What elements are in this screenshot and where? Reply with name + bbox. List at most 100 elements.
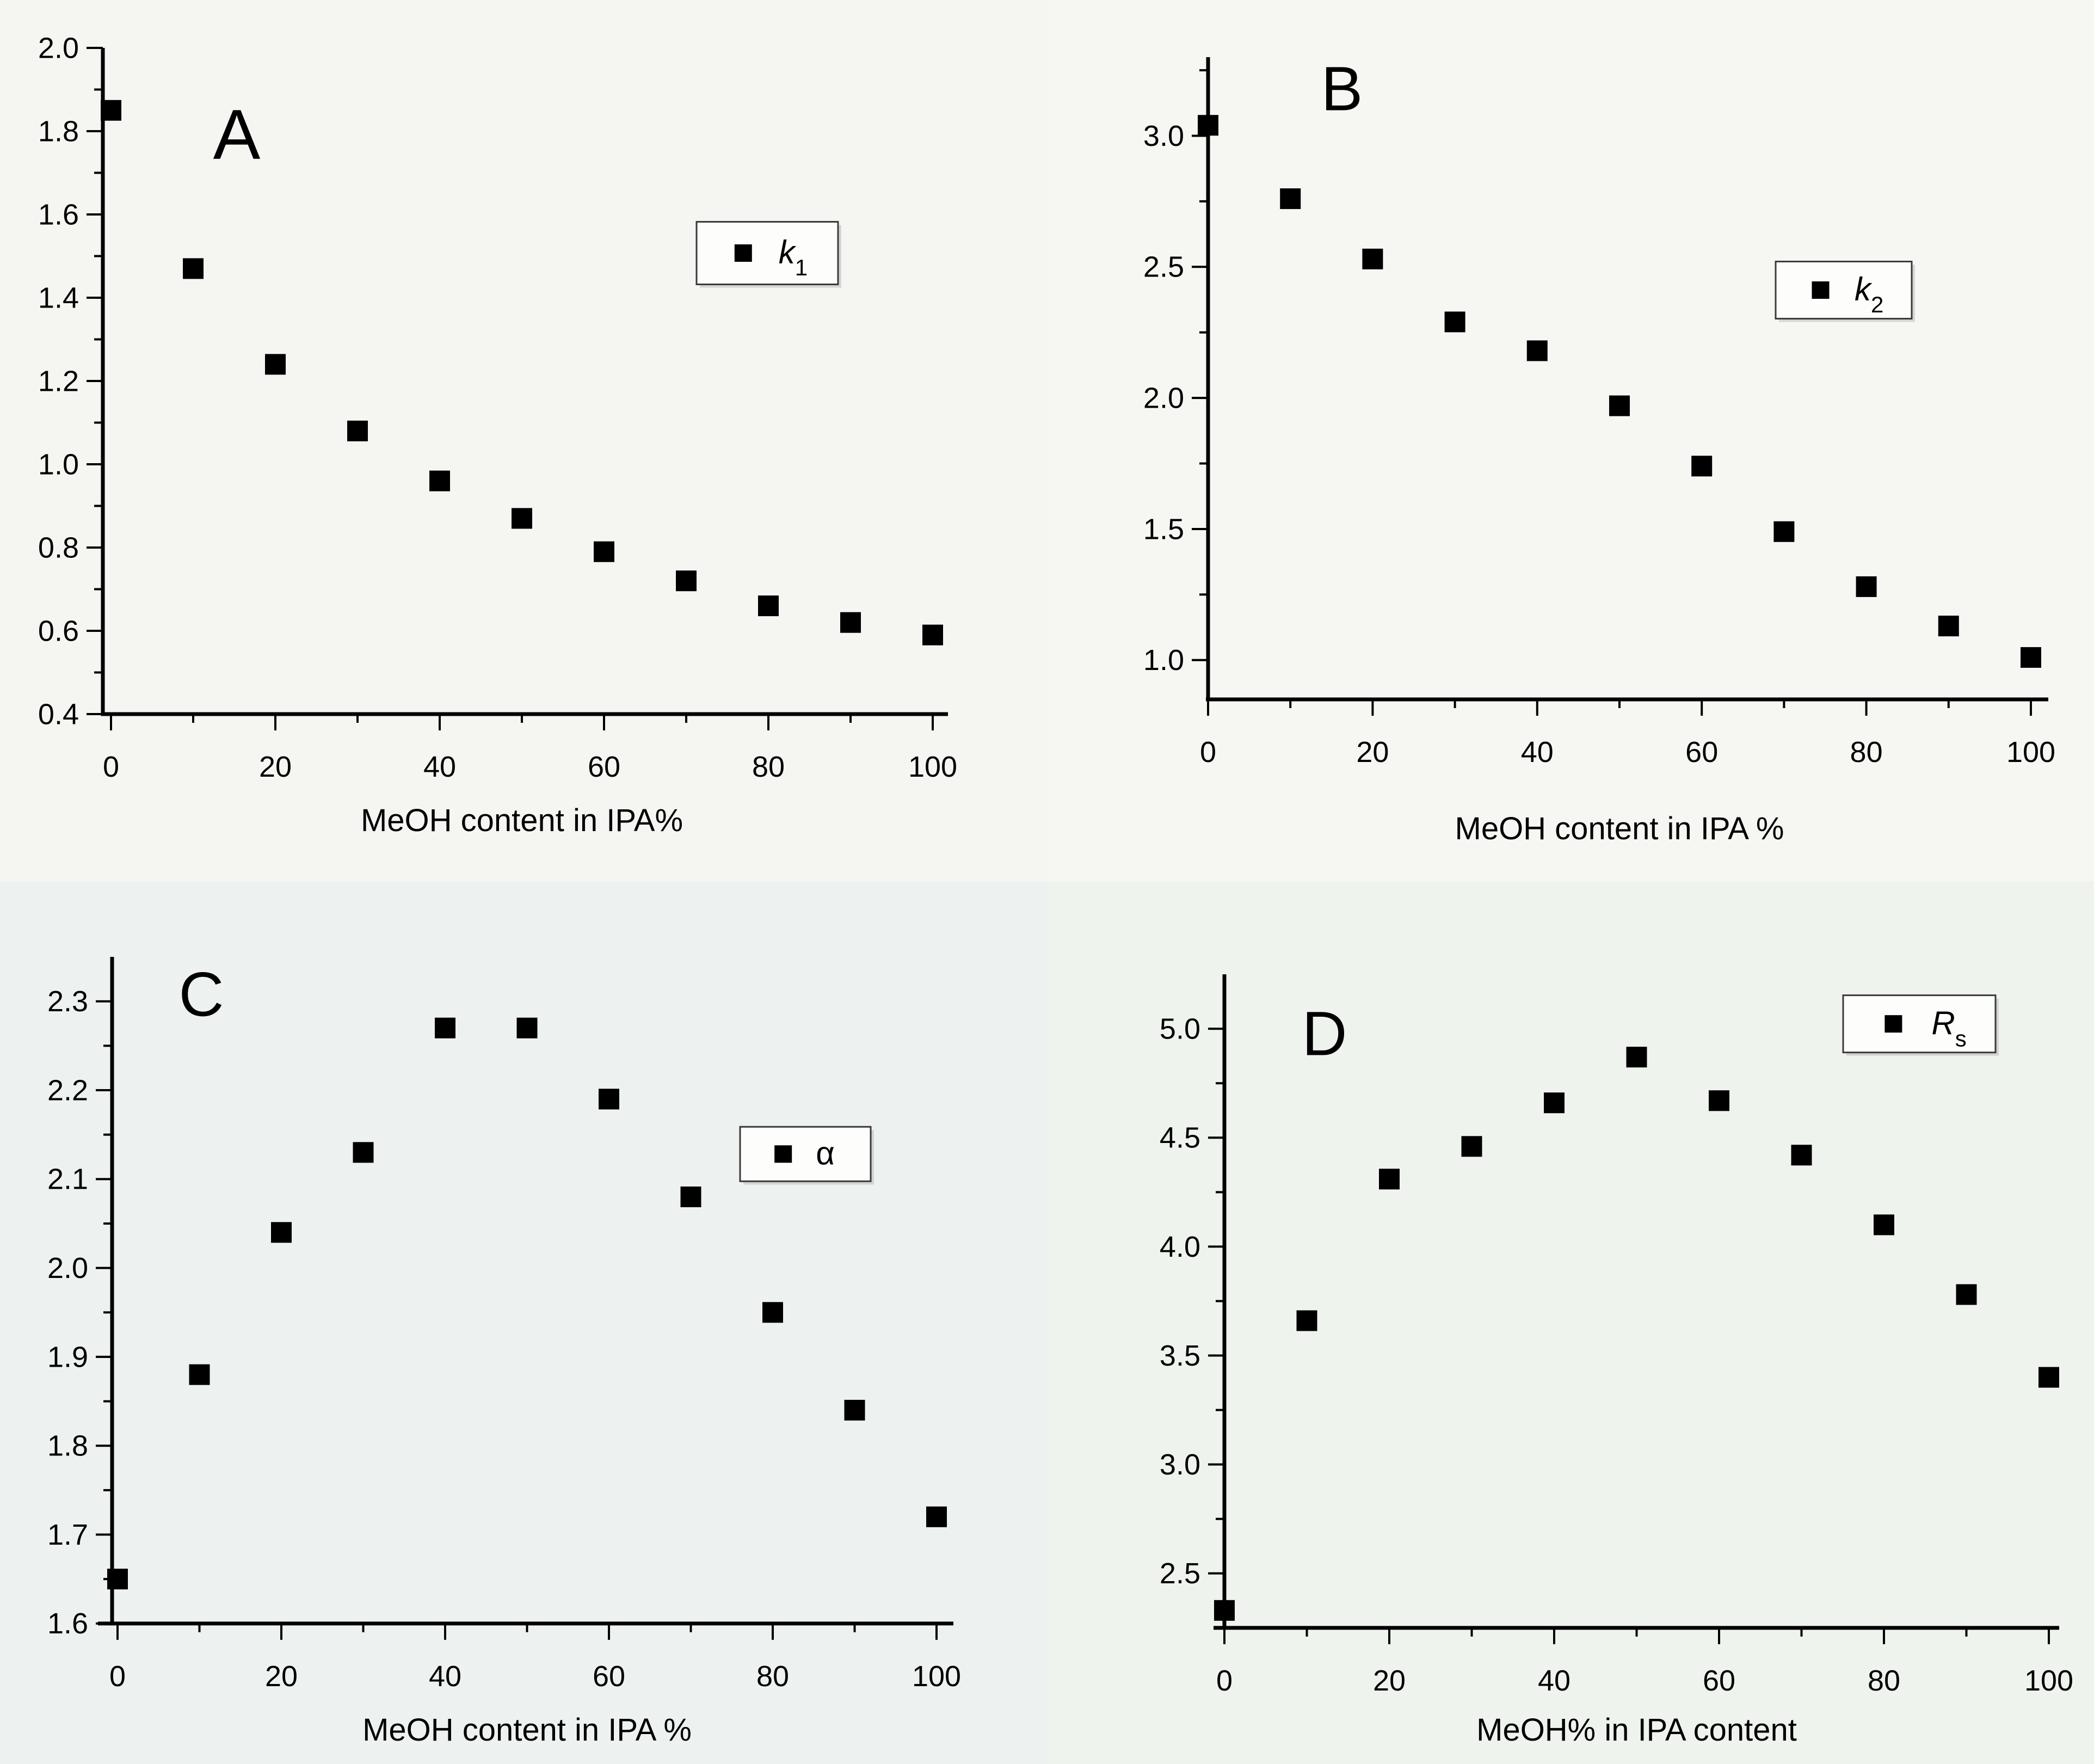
data-point [762, 1302, 783, 1323]
data-point [1956, 1284, 1977, 1305]
legend-marker [1884, 1015, 1902, 1033]
panel-b-chart: 1.0 1.5 2.0 2.5 3.0 0 20 40 60 80 100 MeOH content … [1047, 0, 2094, 882]
x-tick-label: 60 [593, 1660, 625, 1693]
data-point [516, 1017, 538, 1038]
x-tick-label: 0 [1216, 1664, 1233, 1697]
y-tick-label: 2.0 [38, 32, 79, 64]
y-tick-label: 1.2 [38, 365, 79, 397]
panel-background [1047, 0, 2094, 882]
panel-c-chart: 1.6 1.7 1.8 1.9 2.0 2.1 2.2 2.3 0 20 40 60 80 100 MeOH… [0, 882, 1047, 1764]
x-axis-label: MeOH% in IPA content [1476, 1712, 1797, 1748]
y-tick-label: 1.7 [47, 1519, 88, 1551]
legend-label: k2 [1855, 271, 1883, 317]
y-tick-label: 4.5 [1160, 1122, 1200, 1154]
x-tick-label: 40 [423, 751, 456, 783]
y-tick-label: 2.0 [1143, 382, 1184, 414]
data-point [1874, 1214, 1894, 1236]
y-tick-label: 2.5 [1143, 251, 1184, 284]
x-tick-label: 60 [1703, 1664, 1735, 1697]
x-tick-label: 0 [103, 751, 119, 783]
y-tick-label: 4.0 [1160, 1231, 1200, 1263]
data-point [1214, 1600, 1235, 1621]
legend-marker [1812, 281, 1830, 299]
x-tick-label: 20 [1356, 736, 1389, 769]
y-tick-label: 1.9 [47, 1341, 88, 1373]
data-point [435, 1017, 455, 1038]
data-point [840, 612, 861, 633]
x-tick-label: 60 [588, 751, 620, 783]
data-point [265, 354, 286, 375]
x-tick-label: 80 [756, 1660, 789, 1693]
data-point [844, 1399, 865, 1421]
data-point [1444, 311, 1465, 333]
y-tick-label: 3.0 [1160, 1448, 1200, 1481]
data-point [599, 1089, 619, 1110]
x-tick-label: 40 [1538, 1664, 1571, 1697]
data-point [1362, 248, 1383, 269]
data-point [101, 100, 121, 121]
y-tick-label: 1.6 [47, 1607, 88, 1640]
x-axis-label: MeOH content in IPA % [362, 1712, 692, 1748]
legend-marker [734, 244, 752, 262]
legend-box [739, 1126, 872, 1182]
data-point [107, 1569, 128, 1590]
panel-title: D [1302, 999, 1347, 1069]
data-point [1280, 188, 1301, 210]
data-point [1609, 395, 1630, 416]
y-tick-label: 1.8 [47, 1430, 88, 1462]
legend-label: Rs [1931, 1005, 1966, 1051]
y-tick-label: 1.0 [38, 448, 79, 481]
data-point [271, 1222, 292, 1243]
panel-d-chart: 2.5 3.0 3.5 4.0 4.5 5.0 0 20 40 60 80 100 MeOH% in I… [1047, 882, 2094, 1764]
panel-background [0, 0, 1047, 882]
data-point [347, 420, 368, 441]
data-point [922, 624, 943, 646]
x-tick-label: 100 [2024, 1664, 2073, 1697]
x-tick-label: 0 [109, 1660, 126, 1693]
data-point [1461, 1136, 1482, 1157]
data-point [1791, 1145, 1812, 1166]
data-point [429, 470, 450, 491]
x-tick-label: 100 [908, 751, 957, 783]
data-point [1691, 456, 1713, 477]
data-point [680, 1186, 701, 1208]
data-point [1296, 1310, 1317, 1331]
data-point [1938, 616, 1959, 637]
y-tick-label: 2.2 [47, 1074, 88, 1107]
y-tick-label: 2.1 [47, 1163, 88, 1196]
data-point [594, 541, 614, 562]
x-tick-label: 40 [429, 1660, 461, 1693]
data-point [2021, 647, 2041, 668]
panel-a-chart: 0.4 0.6 0.8 1.0 1.2 1.4 1.6 1.8 2.0 0 20 40 60 80 100 M… [0, 0, 1047, 882]
panel-title: A [213, 95, 261, 174]
panel-b: 1.0 1.5 2.0 2.5 3.0 0 20 40 60 80 100 MeOH content … [1047, 0, 2094, 882]
legend-box [1775, 261, 1913, 319]
x-tick-label: 80 [752, 751, 785, 783]
y-tick-label: 2.3 [47, 985, 88, 1018]
x-tick-label: 0 [1200, 736, 1216, 769]
data-point [1773, 521, 1795, 542]
data-point [1626, 1047, 1647, 1068]
y-tick-label: 3.0 [1143, 120, 1184, 152]
legend-box [695, 221, 839, 285]
data-point [1526, 340, 1548, 361]
x-tick-label: 20 [259, 751, 292, 783]
panel-title: B [1321, 54, 1363, 124]
data-point [353, 1142, 374, 1163]
x-tick-label: 80 [1850, 736, 1883, 769]
panel-title: C [178, 960, 224, 1030]
x-tick-label: 40 [1521, 736, 1554, 769]
data-point [1544, 1092, 1565, 1114]
data-point [1379, 1169, 1400, 1190]
x-tick-label: 100 [912, 1660, 961, 1693]
data-point [926, 1506, 947, 1527]
x-tick-label: 20 [265, 1660, 298, 1693]
data-point [1198, 115, 1218, 136]
panel-c: 1.6 1.7 1.8 1.9 2.0 2.1 2.2 2.3 0 20 40 60 80 100 MeOH… [0, 882, 1047, 1764]
panel-d: 2.5 3.0 3.5 4.0 4.5 5.0 0 20 40 60 80 100 MeOH% in I… [1047, 882, 2094, 1764]
y-tick-label: 0.6 [38, 614, 79, 647]
y-tick-label: 1.4 [38, 281, 79, 314]
y-tick-label: 1.6 [38, 198, 79, 231]
y-tick-label: 1.8 [38, 115, 79, 147]
